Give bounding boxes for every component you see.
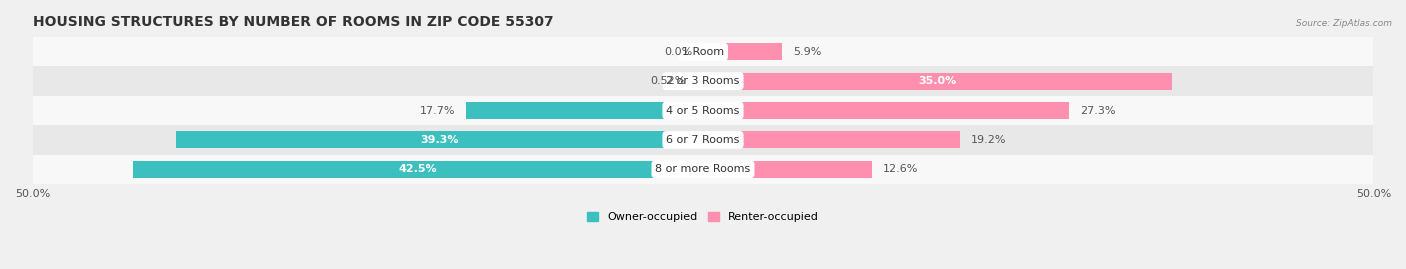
Text: Source: ZipAtlas.com: Source: ZipAtlas.com	[1296, 19, 1392, 28]
Bar	[134, 161, 703, 178]
Text: 8 or more Rooms: 8 or more Rooms	[655, 164, 751, 174]
Bar	[703, 43, 782, 60]
Text: 5.9%: 5.9%	[793, 47, 821, 57]
Text: 35.0%: 35.0%	[918, 76, 956, 86]
Text: 1 Room: 1 Room	[682, 47, 724, 57]
Bar	[32, 66, 1374, 96]
Bar	[703, 161, 872, 178]
Bar	[32, 37, 1374, 66]
Text: 0.52%: 0.52%	[650, 76, 685, 86]
Bar	[32, 125, 1374, 155]
Text: 19.2%: 19.2%	[972, 135, 1007, 145]
Legend: Owner-occupied, Renter-occupied: Owner-occupied, Renter-occupied	[586, 212, 820, 222]
Text: 2 or 3 Rooms: 2 or 3 Rooms	[666, 76, 740, 86]
Bar	[32, 155, 1374, 184]
Text: 27.3%: 27.3%	[1080, 105, 1115, 116]
Bar	[696, 73, 703, 90]
Bar	[703, 131, 960, 148]
Text: 42.5%: 42.5%	[399, 164, 437, 174]
Text: 6 or 7 Rooms: 6 or 7 Rooms	[666, 135, 740, 145]
Text: 4 or 5 Rooms: 4 or 5 Rooms	[666, 105, 740, 116]
Bar	[465, 102, 703, 119]
Bar	[32, 96, 1374, 125]
Bar	[703, 73, 1173, 90]
Text: 17.7%: 17.7%	[419, 105, 456, 116]
Text: 12.6%: 12.6%	[883, 164, 918, 174]
Bar	[176, 131, 703, 148]
Text: 0.0%: 0.0%	[664, 47, 692, 57]
Bar	[703, 102, 1069, 119]
Text: 39.3%: 39.3%	[420, 135, 458, 145]
Text: HOUSING STRUCTURES BY NUMBER OF ROOMS IN ZIP CODE 55307: HOUSING STRUCTURES BY NUMBER OF ROOMS IN…	[32, 15, 553, 29]
